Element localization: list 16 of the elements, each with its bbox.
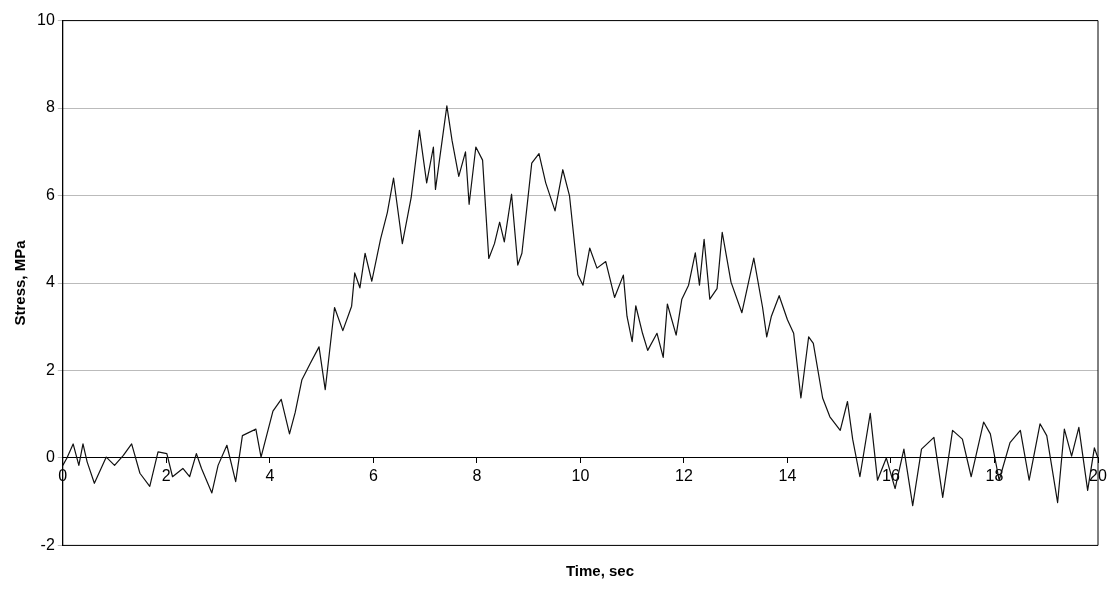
x-tick-label: 2 <box>161 466 171 484</box>
x-tick-label: 14 <box>778 466 797 484</box>
y-tick-label: 0 <box>45 448 55 466</box>
y-tick-label: 4 <box>45 273 55 291</box>
y-tick-label: -2 <box>40 535 55 553</box>
x-tick-label: 8 <box>472 466 482 484</box>
y-tick-label: 2 <box>45 360 55 378</box>
y-axis-title: Stress, MPa <box>11 239 29 326</box>
x-tick-label: 10 <box>571 466 590 484</box>
x-tick-label: 12 <box>675 466 693 484</box>
y-tick-label: 6 <box>45 185 55 203</box>
x-axis-title: Time, sec <box>564 562 636 579</box>
x-tick-label: 4 <box>265 466 275 484</box>
y-tick-label: 8 <box>45 98 55 116</box>
x-tick-label: 6 <box>368 466 378 484</box>
y-tick-label: 10 <box>37 11 55 29</box>
